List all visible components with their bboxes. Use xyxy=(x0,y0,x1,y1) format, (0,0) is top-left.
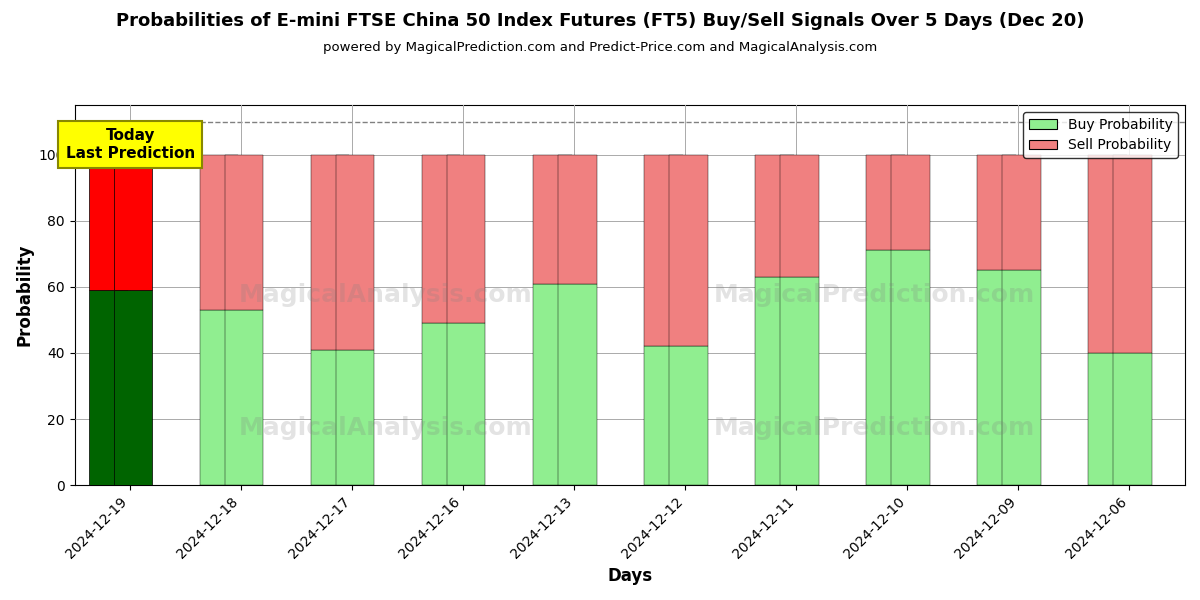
Bar xyxy=(865,155,905,250)
Bar xyxy=(865,250,905,485)
Bar xyxy=(558,155,596,284)
Bar xyxy=(336,350,374,485)
Text: powered by MagicalPrediction.com and Predict-Price.com and MagicalAnalysis.com: powered by MagicalPrediction.com and Pre… xyxy=(323,41,877,54)
Bar xyxy=(446,155,486,323)
Bar xyxy=(89,290,127,485)
X-axis label: Days: Days xyxy=(607,567,653,585)
Bar xyxy=(643,346,683,485)
Bar xyxy=(533,155,571,284)
Text: Probabilities of E-mini FTSE China 50 Index Futures (FT5) Buy/Sell Signals Over : Probabilities of E-mini FTSE China 50 In… xyxy=(115,12,1085,30)
Bar xyxy=(1088,353,1127,485)
Text: MagicalAnalysis.com: MagicalAnalysis.com xyxy=(239,416,533,440)
Bar xyxy=(1112,353,1152,485)
Bar xyxy=(890,155,930,250)
Bar xyxy=(755,277,793,485)
Text: MagicalPrediction.com: MagicalPrediction.com xyxy=(714,416,1034,440)
Bar xyxy=(421,323,461,485)
Bar xyxy=(199,155,239,310)
Bar xyxy=(780,277,818,485)
Bar xyxy=(89,155,127,290)
Bar xyxy=(558,284,596,485)
Bar xyxy=(977,155,1015,270)
Bar xyxy=(668,346,708,485)
Text: MagicalAnalysis.com: MagicalAnalysis.com xyxy=(239,283,533,307)
Text: MagicalPrediction.com: MagicalPrediction.com xyxy=(714,283,1034,307)
Bar xyxy=(336,155,374,350)
Bar xyxy=(224,310,264,485)
Text: Today
Last Prediction: Today Last Prediction xyxy=(66,128,194,161)
Bar xyxy=(114,290,152,485)
Bar xyxy=(533,284,571,485)
Bar xyxy=(1002,155,1040,270)
Legend: Buy Probability, Sell Probability: Buy Probability, Sell Probability xyxy=(1024,112,1178,158)
Bar xyxy=(421,155,461,323)
Bar xyxy=(1088,155,1127,353)
Bar xyxy=(780,155,818,277)
Bar xyxy=(224,155,264,310)
Bar xyxy=(114,155,152,290)
Bar xyxy=(890,250,930,485)
Bar xyxy=(755,155,793,277)
Bar xyxy=(311,155,349,350)
Bar xyxy=(311,350,349,485)
Bar xyxy=(668,155,708,346)
Bar xyxy=(977,270,1015,485)
Bar xyxy=(643,155,683,346)
Bar xyxy=(446,323,486,485)
Bar xyxy=(1112,155,1152,353)
Bar xyxy=(1002,270,1040,485)
Y-axis label: Probability: Probability xyxy=(16,244,34,346)
Bar xyxy=(199,310,239,485)
